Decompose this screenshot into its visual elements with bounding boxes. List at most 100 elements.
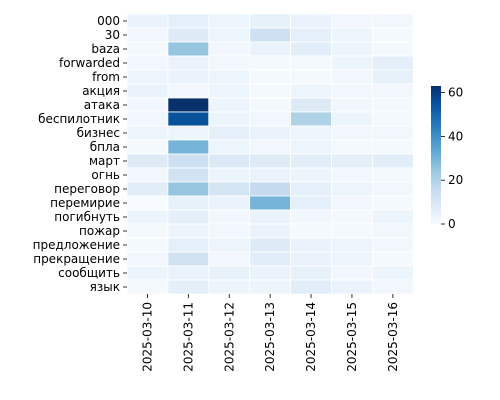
heatmap-cell bbox=[331, 27, 373, 43]
row-label: сообщить bbox=[58, 266, 120, 280]
heatmap-cell bbox=[290, 97, 332, 113]
heatmap-cell bbox=[290, 223, 332, 239]
heatmap-cell bbox=[126, 279, 169, 295]
heatmap-cell bbox=[290, 251, 332, 267]
row-label: переговор bbox=[54, 182, 120, 196]
column-label: 2025-03-10 bbox=[140, 302, 154, 372]
heatmap-cell bbox=[331, 139, 373, 155]
row-label: бизнес bbox=[77, 126, 120, 140]
heatmap-cell bbox=[371, 111, 414, 127]
heatmap-cell bbox=[249, 83, 291, 99]
heatmap-cell bbox=[167, 111, 210, 127]
heatmap-cell bbox=[208, 69, 251, 85]
heatmap-cell bbox=[371, 41, 414, 57]
heatmap-cell bbox=[126, 139, 169, 155]
heatmap-cell bbox=[371, 237, 414, 253]
heatmap-cell bbox=[167, 195, 210, 211]
row-label: пожар bbox=[79, 224, 120, 238]
heatmap-cell bbox=[249, 13, 291, 29]
heatmap-cell bbox=[167, 125, 210, 141]
row-labels: 00030bazaforwardedfromакцияатакабеспилот… bbox=[33, 14, 127, 294]
heatmap-cell bbox=[371, 223, 414, 239]
heatmap-cell bbox=[371, 181, 414, 197]
row-label: 000 bbox=[97, 14, 120, 28]
heatmap-cell bbox=[167, 209, 210, 225]
heatmap-cell bbox=[331, 13, 373, 29]
heatmap-cell bbox=[249, 41, 291, 57]
heatmap-cell bbox=[167, 27, 210, 43]
heatmap-cell bbox=[167, 55, 210, 71]
row-label: язык bbox=[90, 280, 120, 294]
heatmap-cell bbox=[371, 125, 414, 141]
heatmap-cell bbox=[249, 167, 291, 183]
heatmap-cell bbox=[331, 279, 373, 295]
heatmap-cell bbox=[126, 125, 169, 141]
heatmap-cell bbox=[208, 139, 251, 155]
heatmap-cell bbox=[126, 55, 169, 71]
colorbar-tick-label: 0 bbox=[448, 217, 456, 231]
heatmap-cell bbox=[126, 181, 169, 197]
heatmap-cell bbox=[208, 41, 251, 57]
heatmap-cell bbox=[208, 223, 251, 239]
heatmap-cell bbox=[331, 181, 373, 197]
heatmap-cell bbox=[126, 195, 169, 211]
heatmap-cell bbox=[371, 139, 414, 155]
row-label: 30 bbox=[105, 28, 120, 42]
heatmap-cell bbox=[331, 223, 373, 239]
heatmap-cell bbox=[208, 167, 251, 183]
heatmap-cell bbox=[167, 237, 210, 253]
colorbar-tick-label: 40 bbox=[448, 129, 463, 143]
heatmap-cell bbox=[126, 27, 169, 43]
heatmap-cell bbox=[208, 27, 251, 43]
heatmap-cell bbox=[167, 69, 210, 85]
heatmap-cell bbox=[290, 237, 332, 253]
heatmap-cell bbox=[249, 97, 291, 113]
heatmap-cell bbox=[290, 265, 332, 281]
heatmap-cell bbox=[167, 13, 210, 29]
heatmap-cell bbox=[249, 251, 291, 267]
heatmap-cell bbox=[331, 251, 373, 267]
heatmap-cell bbox=[249, 181, 291, 197]
heatmap-cell bbox=[371, 55, 414, 71]
heatmap-cell bbox=[249, 265, 291, 281]
row-label: перемирие bbox=[50, 196, 120, 210]
heatmap-cell bbox=[208, 181, 251, 197]
heatmap-cell bbox=[371, 167, 414, 183]
heatmap-cell bbox=[290, 279, 332, 295]
heatmap-cell bbox=[290, 27, 332, 43]
heatmap-cell bbox=[249, 209, 291, 225]
heatmap-cell bbox=[126, 251, 169, 267]
heatmap-cell bbox=[331, 265, 373, 281]
heatmap-cell bbox=[331, 125, 373, 141]
colorbar: 0 20 40 60 bbox=[431, 86, 463, 231]
heatmap-cell bbox=[126, 97, 169, 113]
row-label: акция bbox=[82, 84, 120, 98]
column-label: 2025-03-15 bbox=[345, 302, 359, 372]
row-label: бпла bbox=[90, 140, 120, 154]
heatmap-cell bbox=[167, 181, 210, 197]
heatmap-cell bbox=[167, 153, 210, 169]
row-label: baza bbox=[91, 42, 120, 56]
heatmap-cell bbox=[290, 13, 332, 29]
heatmap-cell bbox=[249, 223, 291, 239]
heatmap-cell bbox=[249, 153, 291, 169]
heatmap-cell bbox=[290, 195, 332, 211]
heatmap-cell bbox=[208, 83, 251, 99]
heatmap-cell bbox=[249, 69, 291, 85]
heatmap-cell bbox=[249, 111, 291, 127]
heatmap-cell bbox=[290, 153, 332, 169]
heatmap-cell bbox=[167, 97, 210, 113]
heatmap-cell bbox=[167, 41, 210, 57]
heatmap-cell bbox=[290, 209, 332, 225]
heatmap-cell bbox=[371, 209, 414, 225]
heatmap-cell bbox=[331, 111, 373, 127]
heatmap-cell bbox=[331, 55, 373, 71]
heatmap-cell bbox=[126, 41, 169, 57]
heatmap-cell bbox=[331, 83, 373, 99]
heatmap-cell bbox=[290, 83, 332, 99]
heatmap-cell bbox=[208, 125, 251, 141]
heatmap-cell bbox=[126, 265, 169, 281]
heatmap-cell bbox=[371, 83, 414, 99]
heatmap-cell bbox=[290, 139, 332, 155]
heatmap-cell bbox=[290, 125, 332, 141]
